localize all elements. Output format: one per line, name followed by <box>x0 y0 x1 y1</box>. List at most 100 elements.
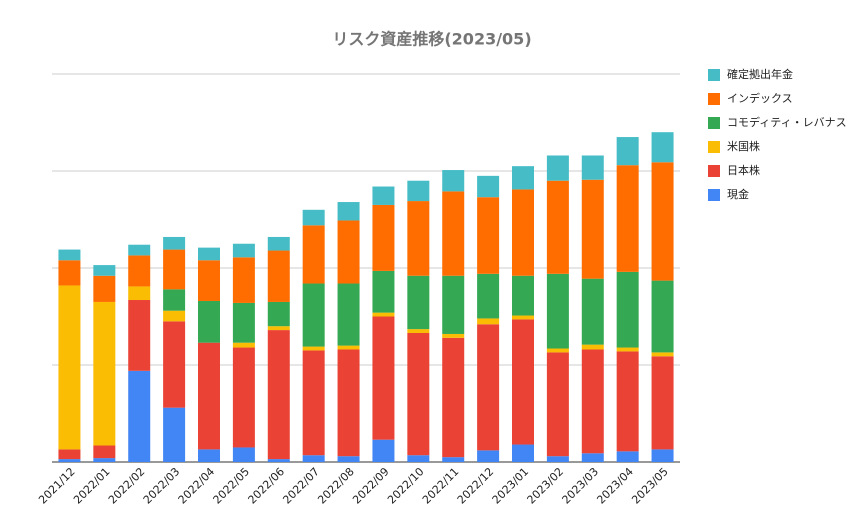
bar-segment <box>128 370 151 462</box>
bar-segment <box>58 249 81 261</box>
bar-segment <box>477 197 500 274</box>
bar-segment <box>407 329 430 333</box>
bar-segment <box>546 155 569 181</box>
bar-segment <box>546 352 569 457</box>
bar-segment <box>512 319 534 445</box>
legend-swatch <box>708 69 720 81</box>
bar-segment <box>581 278 604 345</box>
bar-segment <box>128 255 151 287</box>
bar-segment <box>651 449 674 462</box>
bar-segment <box>163 249 186 290</box>
bar-segment <box>477 175 500 198</box>
bar-segment <box>302 209 325 226</box>
legend-label: コモディティ・レバナス <box>727 115 847 129</box>
bar-segment <box>372 312 395 317</box>
bar-segment <box>232 347 255 448</box>
bar-segment <box>442 170 465 192</box>
bar-segment <box>163 321 186 408</box>
bar-segment <box>477 450 500 462</box>
bar-segment <box>616 351 639 452</box>
bar-segment <box>337 349 360 457</box>
bar-segment <box>163 310 186 322</box>
bar-segment <box>651 132 674 163</box>
bar-segment <box>442 275 465 334</box>
bar-segment <box>372 270 395 313</box>
legend-label: インデックス <box>727 91 793 105</box>
bar-segment <box>512 166 534 190</box>
bar-segment <box>163 407 186 462</box>
bar-segment <box>58 260 81 286</box>
bar-segment <box>442 191 465 276</box>
bar-segment <box>546 348 569 353</box>
bar-segment <box>581 179 604 279</box>
bar-segment <box>581 453 604 462</box>
bar-segment <box>616 347 639 352</box>
bar-segment <box>58 285 81 450</box>
bar-segment <box>128 300 151 371</box>
bar-segment <box>93 275 116 302</box>
legend-label: 現金 <box>727 187 749 201</box>
bar-segment <box>616 271 639 348</box>
bar-segment <box>372 316 395 440</box>
legend-label: 確定拠出年金 <box>727 67 793 81</box>
bar-segment <box>93 445 116 459</box>
bar-segment <box>581 349 604 454</box>
legend-swatch <box>708 93 720 105</box>
bar-segment <box>477 324 500 451</box>
bar-segment <box>302 346 325 351</box>
bar-segment <box>232 257 255 303</box>
bar-segment <box>302 225 325 284</box>
bar-segment <box>477 318 500 325</box>
bar-segment <box>407 201 430 276</box>
bar-segment <box>232 302 255 343</box>
legend-swatch <box>708 141 720 153</box>
bar-segment <box>198 449 220 462</box>
bar-segment <box>616 451 639 462</box>
bar-segment <box>546 180 569 274</box>
bar-segment <box>267 459 290 462</box>
bar-segment <box>512 189 534 276</box>
bar-segment <box>651 356 674 450</box>
bar-segment <box>232 342 255 348</box>
bar-segment <box>407 180 430 202</box>
bar-segment <box>372 186 395 205</box>
bar-segment <box>163 236 186 250</box>
bar-segment <box>232 447 255 462</box>
bar-segment <box>372 439 395 462</box>
bar-segment <box>93 301 116 446</box>
bar-segment <box>93 265 116 276</box>
bar-segment <box>302 455 325 462</box>
bar-segment <box>407 455 430 462</box>
bar-segment <box>337 345 360 350</box>
legend-swatch <box>708 117 720 129</box>
bar-segment <box>267 326 290 331</box>
bar-segment <box>337 202 360 221</box>
bar-segment <box>198 342 220 450</box>
bar-segment <box>581 344 604 350</box>
bar-segment <box>616 165 639 272</box>
bar-segment <box>267 301 290 327</box>
bar-segment <box>407 332 430 456</box>
bar-segment <box>58 459 81 462</box>
bar-segment <box>128 244 151 256</box>
bar-segment <box>93 458 116 462</box>
bar-segment <box>616 137 639 166</box>
legend-swatch <box>708 165 720 177</box>
bar-segment <box>546 456 569 462</box>
bar-segment <box>651 280 674 353</box>
bar-segment <box>128 286 151 301</box>
bar-segment <box>198 247 220 261</box>
legend-swatch <box>708 189 720 201</box>
bar-segment <box>651 162 674 281</box>
bar-segment <box>337 283 360 346</box>
legend-label: 米国株 <box>727 139 760 153</box>
legend-label: 日本株 <box>727 163 760 177</box>
chart-title: リスク資産推移(2023/05) <box>332 30 531 49</box>
bar-segment <box>372 204 395 271</box>
bar-segment <box>58 449 81 460</box>
bar-segment <box>546 273 569 349</box>
bar-segment <box>512 444 534 462</box>
bar-segment <box>232 243 255 258</box>
bar-segment <box>442 457 465 462</box>
